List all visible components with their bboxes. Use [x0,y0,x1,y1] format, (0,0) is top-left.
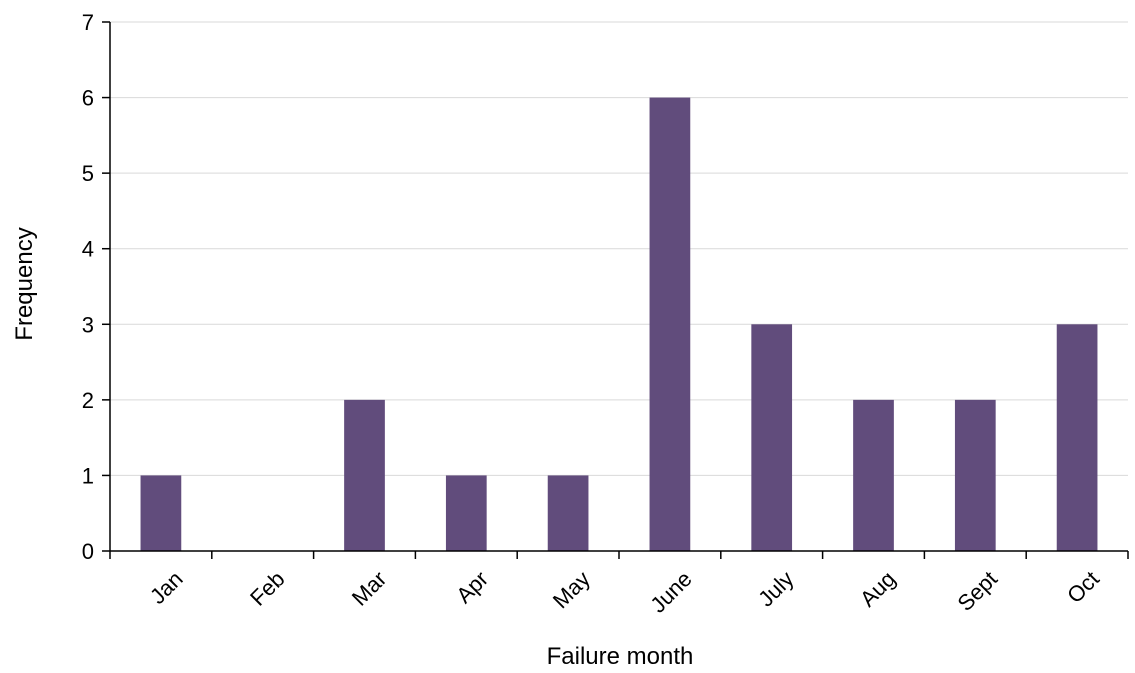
y-tick-label: 5 [82,161,94,186]
bar-oct [1056,324,1098,551]
x-tick-label: Oct [1062,566,1104,608]
bars [140,97,1098,552]
x-tick-label: June [645,566,696,617]
x-tick-label: May [548,566,595,613]
bar-mar [344,399,385,551]
x-tick-label: Mar [347,566,391,610]
bar-aug [853,399,894,551]
y-axis-title: Frequency [11,227,38,340]
bar-sept [954,399,996,551]
y-tick-label: 7 [82,10,94,35]
x-tick-labels: Jan Feb Mar Apr May June July Aug Sept Oct [145,566,1104,617]
x-tick-label: Sept [952,566,1002,616]
y-tick-label: 4 [82,237,94,262]
bar-may [547,475,589,551]
axes [102,21,1129,559]
y-tick-label: 2 [82,388,94,413]
x-tick-label: Aug [855,566,900,611]
gridlines [110,21,1128,476]
x-tick-label: July [753,566,798,611]
x-axis-title: Failure month [547,643,694,670]
y-tick-label: 0 [82,539,94,564]
bar-july [751,324,793,551]
y-tick-labels: 0 1 2 3 4 5 6 7 [82,10,94,564]
x-tick-label: Feb [245,566,289,610]
x-tick-label: Jan [145,566,188,609]
y-tick-label: 6 [82,86,94,111]
x-tick-label: Apr [451,566,493,608]
y-tick-label: 3 [82,312,94,337]
bar-jan [140,475,182,551]
y-tick-label: 1 [82,463,94,488]
bar-june [649,97,691,552]
bar-apr [445,475,487,551]
